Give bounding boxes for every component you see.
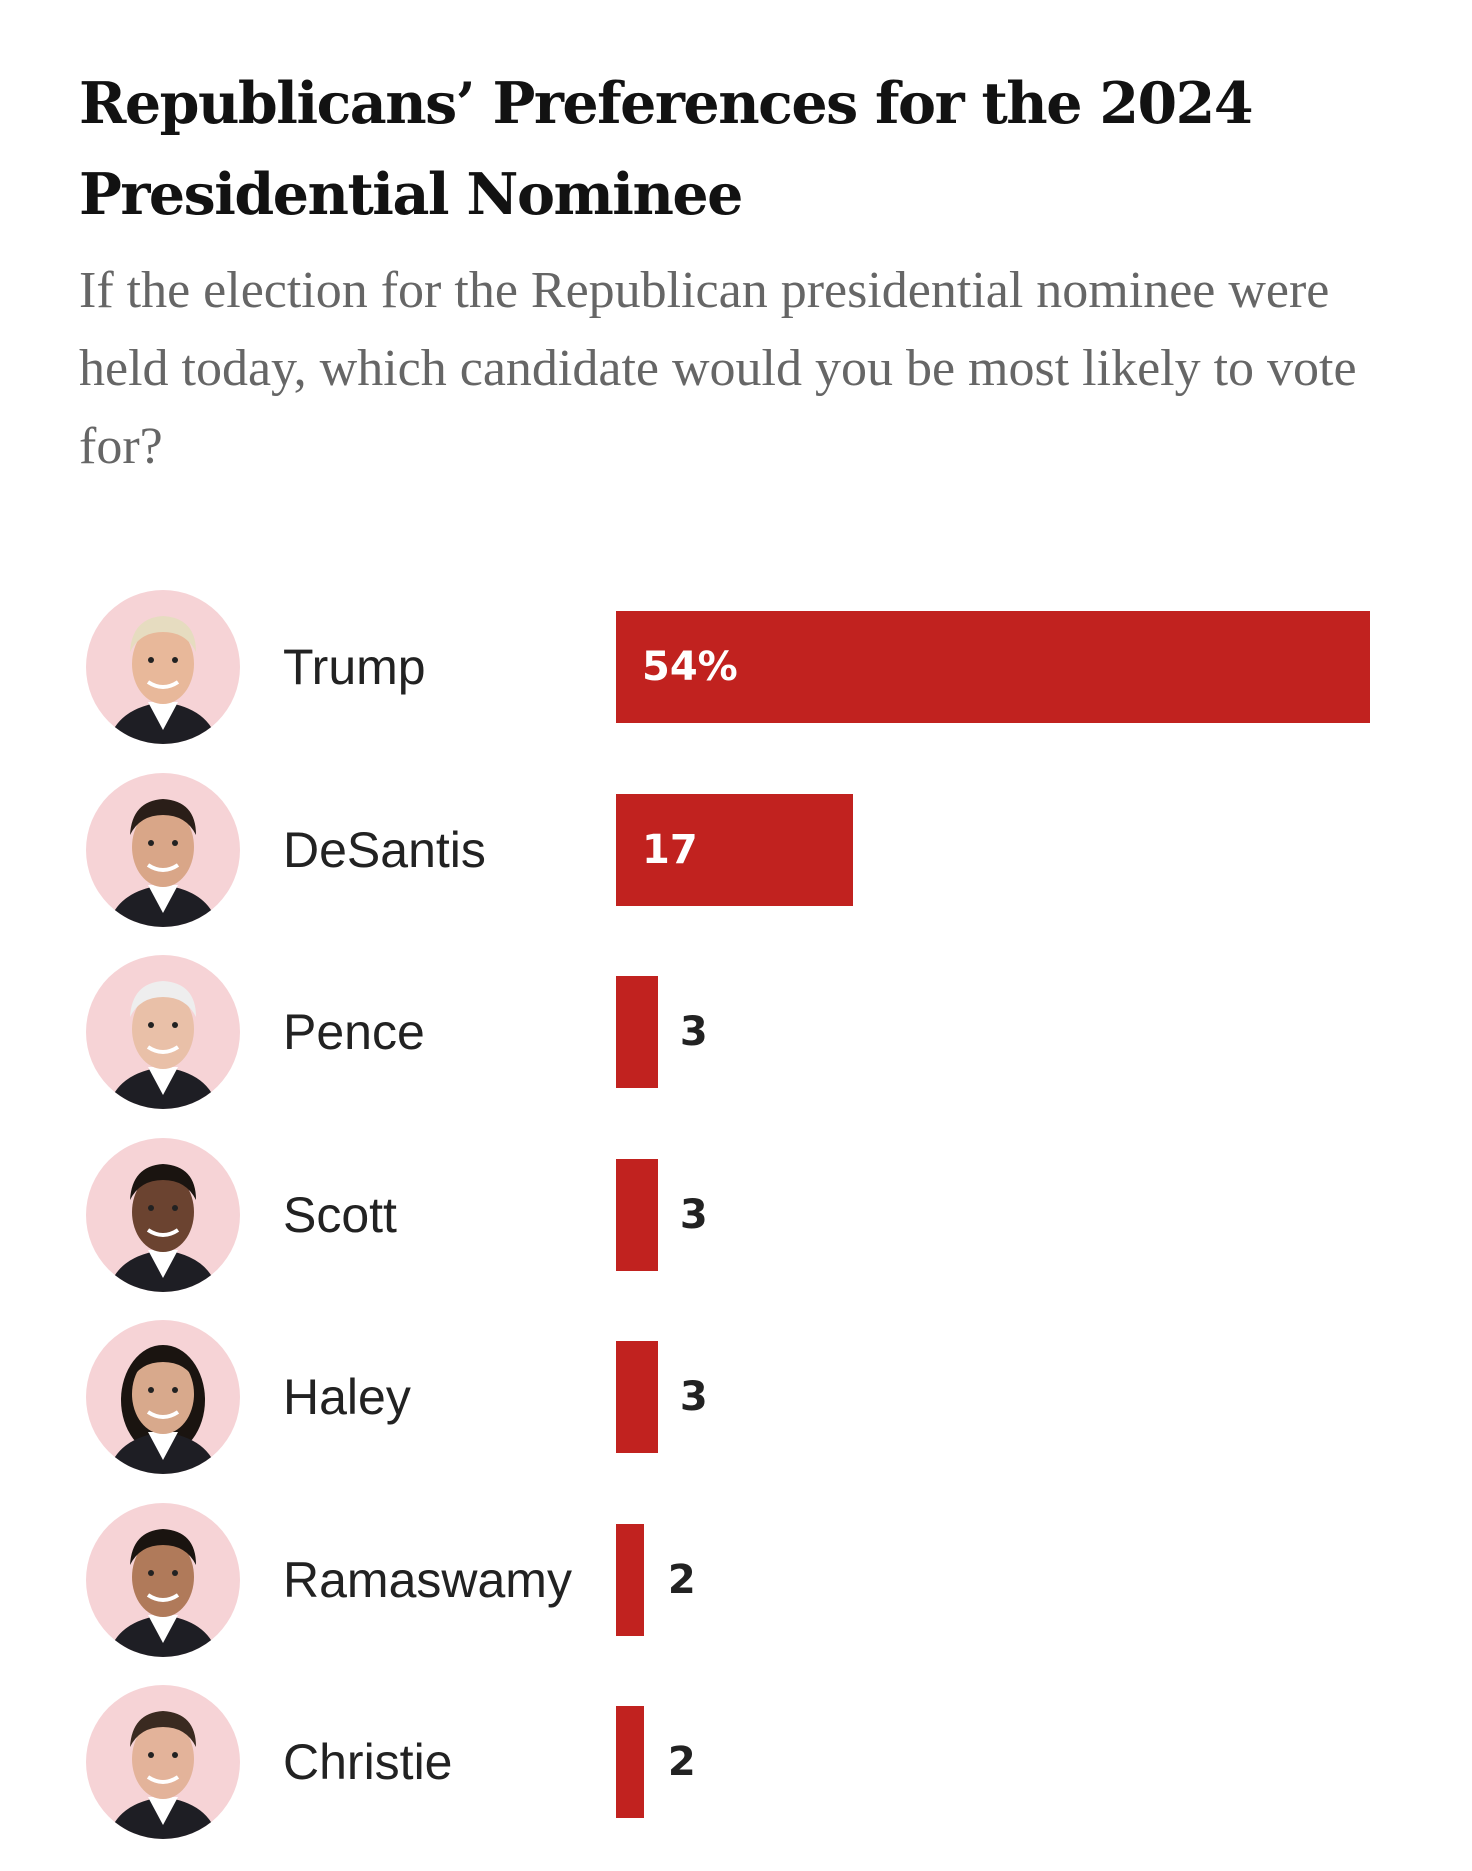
data-label: 2 <box>667 1739 696 1785</box>
candidate-name: DeSantis <box>283 821 486 878</box>
bar <box>616 1158 658 1271</box>
bar-row: Scott 3 <box>0 1124 1472 1306</box>
portrait-icon <box>108 1163 218 1292</box>
bar <box>616 611 1370 723</box>
candidate-photo <box>86 590 240 744</box>
candidate-photo <box>86 1320 240 1474</box>
portrait-icon <box>108 616 218 744</box>
candidate-name: Pence <box>283 1004 425 1060</box>
bar-row: DeSantis 17 <box>0 759 1472 941</box>
bar-row: Haley 3 <box>0 1306 1472 1488</box>
bar <box>616 1523 644 1636</box>
bar <box>616 1706 644 1818</box>
bar-row: Trump 54% <box>0 576 1472 758</box>
data-label: 2 <box>667 1556 696 1603</box>
candidate-photo <box>86 1137 240 1292</box>
data-label: 3 <box>679 1191 708 1238</box>
chart-title: Republicans’ Preferences for the 2024 Pr… <box>79 70 1253 228</box>
candidate-photo <box>86 1685 240 1839</box>
portrait-icon <box>108 1711 218 1839</box>
candidate-photo <box>86 955 240 1109</box>
bar <box>616 1341 658 1453</box>
candidate-name: Trump <box>283 639 426 695</box>
chart-subtitle: If the election for the Republican presi… <box>79 262 1357 475</box>
bar-row: Christie 2 <box>0 1671 1472 1853</box>
data-label: 3 <box>679 1374 708 1420</box>
candidate-name: Haley <box>283 1369 411 1425</box>
data-label: 3 <box>679 1009 708 1055</box>
candidate-name: Scott <box>283 1186 397 1243</box>
data-label: 54% <box>642 644 738 690</box>
portrait-icon <box>108 981 218 1109</box>
portrait-icon <box>108 1528 218 1657</box>
candidate-photo <box>86 1502 240 1657</box>
bar <box>616 793 854 906</box>
bar-row: Pence 3 <box>0 941 1472 1123</box>
portrait-icon <box>108 798 218 927</box>
candidate-photo <box>86 772 240 927</box>
bar <box>616 976 658 1088</box>
candidate-name: Christie <box>283 1734 453 1790</box>
bar-row: Ramaswamy 2 <box>0 1489 1472 1671</box>
data-label: 17 <box>642 826 698 873</box>
portrait-icon <box>108 1345 218 1474</box>
candidate-name: Ramaswamy <box>283 1551 572 1608</box>
